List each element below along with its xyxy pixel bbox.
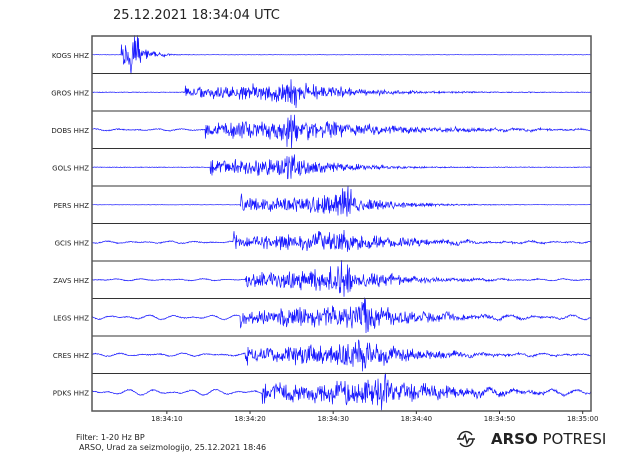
trace-zavs — [91, 260, 592, 297]
trace-dobs — [92, 114, 592, 149]
station-label: PDKS HHZ — [53, 389, 89, 397]
trace-cres — [91, 339, 592, 372]
filter-label: Filter: 1-20 Hz BP — [76, 433, 145, 442]
title-text: 25.12.2021 18:34:04 UTC — [113, 8, 280, 23]
trace-kogs — [91, 35, 592, 75]
brand-bold: ARSO — [491, 430, 538, 448]
arso-brand: ARSO POTRESI — [455, 430, 606, 448]
station-label: PERS HHZ — [54, 202, 90, 210]
x-tick-label: 18:34:20 — [234, 415, 265, 423]
seismo-logo-icon — [457, 430, 475, 448]
station-label: KOGS HHZ — [52, 52, 89, 60]
credit-label: ARSO, Urad za seizmologijo, 25.12.2021 1… — [79, 443, 267, 452]
x-tick-label: 18:34:50 — [484, 415, 515, 423]
trace-gros — [91, 79, 592, 109]
station-label: GROS HHZ — [51, 89, 89, 97]
station-label: ZAVS HHZ — [53, 277, 89, 285]
trace-pers — [91, 186, 591, 217]
plot-frame — [91, 35, 592, 412]
station-label: LEGS HHZ — [53, 314, 89, 322]
x-tick-label: 18:34:40 — [401, 415, 432, 423]
station-label: GCIS HHZ — [55, 239, 90, 247]
station-label: CRES HHZ — [53, 352, 89, 360]
station-label: GOLS HHZ — [52, 164, 89, 172]
brand-light: POTRESI — [542, 430, 607, 448]
trace-pdks — [92, 372, 592, 411]
station-label: DOBS HHZ — [51, 127, 89, 135]
x-tick-label: 18:34:10 — [151, 415, 182, 423]
x-tick-label: 18:35:00 — [567, 415, 598, 423]
trace-legs — [91, 297, 592, 334]
x-tick-label: 18:34:30 — [317, 415, 348, 423]
trace-gcis — [91, 229, 592, 252]
trace-gols — [91, 154, 591, 180]
